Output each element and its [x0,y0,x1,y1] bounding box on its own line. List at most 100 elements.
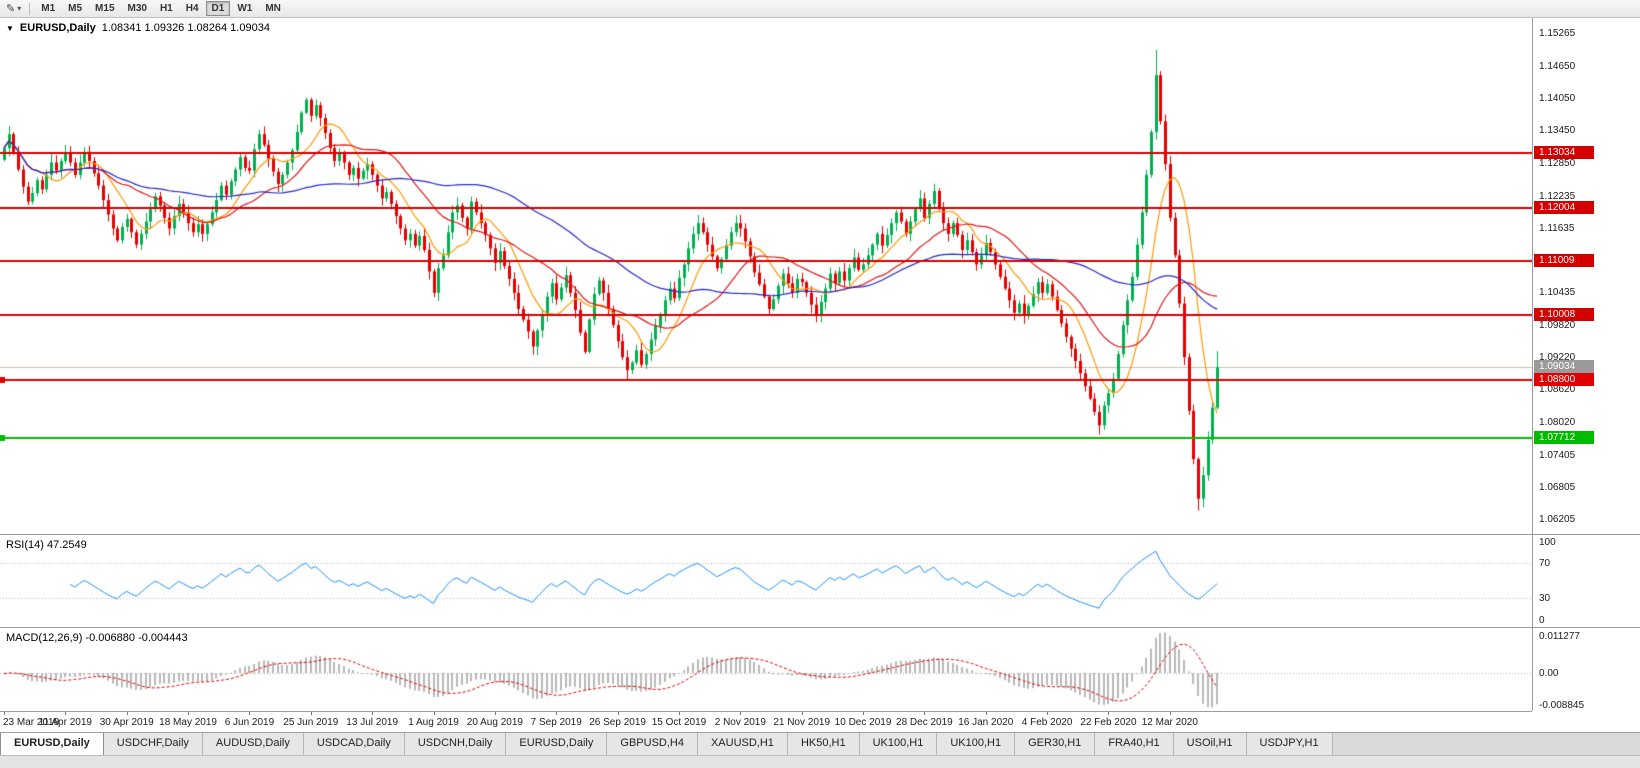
rsi-indicator-label: RSI(14) 47.2549 [6,539,87,551]
timeframe-button-d1[interactable]: D1 [205,1,231,16]
time-axis-label: 28 Dec 2019 [896,717,953,728]
chart-tab-hk50-h1[interactable]: HK50,H1 [787,733,860,755]
time-axis-label: 25 Jun 2019 [283,717,339,728]
time-axis-label: 15 Oct 2019 [651,717,707,728]
macd-indicator-label: MACD(12,26,9) -0.006880 -0.004443 [6,632,188,644]
chart-symbol-period: EURUSD,Daily [19,22,96,34]
price-axis-tick: 1.11635 [1539,222,1575,234]
price-axis-tick: 1.07405 [1539,449,1576,461]
chart-tab-usdjpy-h1[interactable]: USDJPY,H1 [1246,733,1333,755]
hline-price-tag[interactable]: 1.07712 [1534,431,1594,445]
time-axis-tick [679,712,680,715]
time-axis-label: 6 Jun 2019 [224,717,275,728]
time-axis-label: 11 Apr 2019 [38,717,92,728]
price-axis-tick: 1.14050 [1539,93,1576,105]
time-axis-tick [740,712,741,715]
price-axis-tick: 1.08620 [1539,384,1576,396]
chart-tab-uk100-h1[interactable]: UK100,H1 [859,733,938,755]
timeframe-buttons-group: M1 M5 M15 M30 H1 H4 D1 W1 MN [35,1,287,16]
window-bottom-strip [0,755,1640,768]
price-axis-tick: 1.15265 [1539,28,1576,40]
chart-tab-xauusd-h1[interactable]: XAUUSD,H1 [697,733,788,755]
chart-tab-usdcnh-daily[interactable]: USDCNH,Daily [404,733,507,755]
time-axis-tick [556,712,557,715]
timeframe-button-mn[interactable]: MN [259,1,287,16]
time-axis-tick [924,712,925,715]
macd-axis-label: -0.008845 [1539,700,1585,711]
toolbar-separator [29,2,31,15]
price-axis-tick: 1.09220 [1539,352,1576,364]
rsi-axis-label: 0 [1539,615,1545,626]
chart-tab-usdchf-daily[interactable]: USDCHF,Daily [103,733,203,755]
timeframe-button-m30[interactable]: M30 [122,1,153,16]
price-chart-canvas[interactable] [0,18,1532,711]
price-axis-tick: 1.06805 [1539,481,1576,493]
hline-price-tag[interactable]: 1.08800 [1534,372,1594,386]
time-axis-tick [249,712,250,715]
chart-tab-eurusd-daily[interactable]: EURUSD,Daily [0,733,104,755]
chart-tab-audusd-daily[interactable]: AUDUSD,Daily [202,733,304,755]
macd-axis-label: 0.00 [1539,668,1559,679]
macd-axis-label: 0.011277 [1539,631,1580,642]
price-axis-tick: 1.08020 [1539,416,1576,428]
hline-price-tag[interactable]: 1.13034 [1534,145,1594,159]
price-axis-tick: 1.14650 [1539,61,1576,72]
time-axis-tick [188,712,189,715]
chart-tab-usoil-h1[interactable]: USOil,H1 [1173,733,1247,755]
dropdown-caret-icon[interactable]: ▾ [17,4,22,13]
time-axis-label: 16 Jan 2020 [958,717,1014,728]
time-axis-label: 10 Dec 2019 [834,717,892,728]
time-axis-tick [434,712,435,715]
price-axis-tick: 1.12235 [1539,190,1576,202]
time-axis-label: 21 Nov 2019 [773,717,831,728]
time-axis-label: 20 Aug 2019 [466,717,523,728]
time-axis[interactable]: 23 Mar 2019 11 Apr 2019 30 Apr 2019 18 May … [0,711,1532,731]
time-axis-label: 12 Mar 2020 [1141,717,1198,728]
chart-tab-gbpusd-h4[interactable]: GBPUSD,H4 [607,733,698,755]
hline-price-tag[interactable]: 1.12004 [1534,200,1594,214]
chart-header: ▼ EURUSD,Daily 1.08341 1.09326 1.08264 1… [6,22,270,34]
price-axis-tick: 1.10435 [1539,287,1576,299]
panel-splitter[interactable] [0,627,1640,628]
timeframe-button-w1[interactable]: W1 [231,1,258,16]
timeframe-button-m5[interactable]: M5 [62,1,88,16]
timeframe-button-m15[interactable]: M15 [89,1,120,16]
panel-splitter[interactable] [0,534,1640,535]
hline-price-tag[interactable]: 1.11009 [1534,254,1594,268]
time-axis-tick [311,712,312,715]
chart-tab-usdcad-daily[interactable]: USDCAD,Daily [303,733,405,755]
time-axis-tick [1170,712,1171,715]
timeframe-toolbar: ✎ ▾ M1 M5 M15 M30 H1 H4 D1 W1 MN [0,0,1640,18]
chart-tab-uk100-h1[interactable]: UK100,H1 [937,733,1016,755]
time-axis-tick [986,712,987,715]
current-price-tag: 1.09034 [1534,360,1594,374]
rsi-axis-label: 70 [1539,557,1551,569]
price-axis-tick: 1.12850 [1539,157,1576,169]
chart-ohlc-values: 1.08341 1.09326 1.08264 1.09034 [101,22,270,34]
time-axis-tick [1047,712,1048,715]
time-axis-label: 2 Nov 2019 [714,717,766,728]
time-axis-tick [4,712,5,715]
hline-price-tag[interactable]: 1.10008 [1534,307,1594,321]
chart-tab-ger30-h1[interactable]: GER30,H1 [1015,733,1096,755]
chart-tab-eurusd-daily[interactable]: EURUSD,Daily [506,733,608,755]
time-axis-label: 22 Feb 2020 [1080,717,1137,728]
drawing-tool-icon[interactable]: ✎ [6,2,16,15]
time-axis-label: 23 Mar 2019 [3,717,60,728]
collapse-arrow-icon[interactable]: ▼ [6,23,14,33]
price-axis-tick: 1.13450 [1539,125,1576,137]
price-axis-tick: 1.06205 [1539,513,1576,525]
rsi-axis-label: 100 [1539,537,1556,548]
time-axis-tick [618,712,619,715]
price-axis[interactable]: 1.15265 1.14650 1.14050 1.13450 1.12850 1.122… [1532,18,1640,711]
chart-tab-bar: EURUSD,Daily USDCHF,Daily AUDUSD,Daily USDC… [0,732,1640,755]
time-axis-tick [127,712,128,715]
chart-tab-fra40-h1[interactable]: FRA40,H1 [1095,733,1174,755]
timeframe-button-h4[interactable]: H4 [180,1,205,16]
time-axis-tick [495,712,496,715]
time-axis-tick [1108,712,1109,715]
timeframe-button-m1[interactable]: M1 [35,1,61,16]
timeframe-button-h1[interactable]: H1 [154,1,179,16]
time-axis-label: 1 Aug 2019 [408,717,459,728]
